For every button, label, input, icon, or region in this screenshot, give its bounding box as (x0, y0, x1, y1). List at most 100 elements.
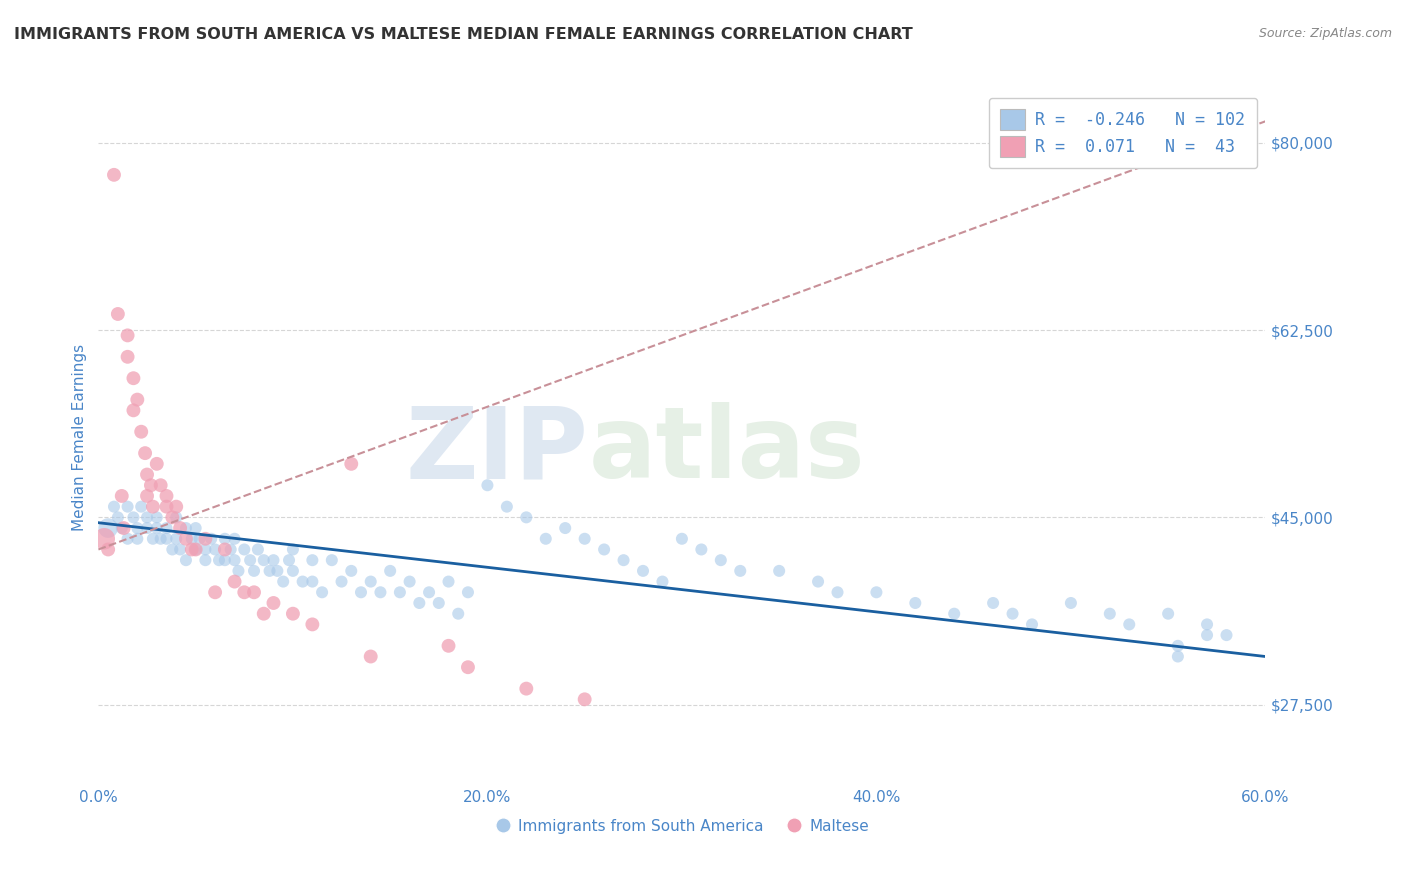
Text: IMMIGRANTS FROM SOUTH AMERICA VS MALTESE MEDIAN FEMALE EARNINGS CORRELATION CHAR: IMMIGRANTS FROM SOUTH AMERICA VS MALTESE… (14, 27, 912, 42)
Point (184, 542, 207, 557)
Point (437, 639, 460, 653)
Point (165, 532, 187, 546)
Point (107, 307, 129, 321)
Point (418, 585, 440, 599)
Point (149, 532, 172, 546)
Point (169, 542, 191, 557)
Point (515, 510, 537, 524)
Point (350, 585, 373, 599)
Point (437, 574, 460, 589)
Point (291, 574, 314, 589)
Legend: Immigrants from South America, Maltese: Immigrants from South America, Maltese (489, 813, 875, 840)
Point (477, 478, 499, 492)
Point (155, 500, 177, 514)
Point (262, 553, 284, 567)
Point (904, 596, 927, 610)
Point (188, 532, 211, 546)
Point (321, 553, 343, 567)
Point (224, 532, 246, 546)
Point (574, 692, 596, 706)
Point (408, 596, 430, 610)
Point (174, 521, 197, 535)
Point (1195, 617, 1218, 632)
Point (253, 553, 276, 567)
Point (278, 553, 301, 567)
Point (311, 585, 333, 599)
Point (266, 564, 288, 578)
Point (194, 532, 217, 546)
Point (259, 564, 281, 578)
Point (631, 564, 654, 578)
Point (1167, 639, 1189, 653)
Point (127, 392, 149, 407)
Point (1001, 607, 1024, 621)
Point (239, 553, 262, 567)
Point (122, 403, 145, 417)
Point (228, 564, 250, 578)
Point (111, 489, 134, 503)
Point (103, 500, 125, 514)
Point (534, 532, 557, 546)
Point (281, 607, 304, 621)
Point (214, 542, 236, 557)
Point (1060, 596, 1083, 610)
Point (122, 371, 145, 385)
Point (214, 553, 236, 567)
Point (97, 521, 120, 535)
Point (224, 574, 246, 589)
Point (281, 542, 304, 557)
Point (301, 617, 323, 632)
Point (1195, 628, 1218, 642)
Point (730, 564, 752, 578)
Point (262, 596, 284, 610)
Point (127, 521, 149, 535)
Point (1098, 607, 1121, 621)
Point (117, 328, 139, 343)
Point (174, 553, 197, 567)
Point (1215, 628, 1237, 642)
Text: ZIP: ZIP (406, 402, 589, 500)
Point (149, 478, 172, 492)
Point (122, 510, 145, 524)
Point (146, 457, 169, 471)
Point (93, 532, 115, 546)
Point (246, 542, 269, 557)
Point (340, 457, 363, 471)
Point (117, 350, 139, 364)
Point (162, 542, 184, 557)
Point (204, 585, 226, 599)
Point (1118, 617, 1140, 632)
Point (301, 553, 323, 567)
Point (134, 446, 156, 460)
Point (593, 542, 616, 557)
Point (457, 585, 479, 599)
Point (200, 532, 222, 546)
Text: atlas: atlas (589, 402, 865, 500)
Point (136, 489, 159, 503)
Point (103, 168, 125, 182)
Point (457, 660, 479, 674)
Point (427, 596, 450, 610)
Point (360, 649, 382, 664)
Point (165, 500, 187, 514)
Point (340, 564, 363, 578)
Point (380, 564, 402, 578)
Point (1021, 617, 1043, 632)
Point (710, 553, 733, 567)
Point (146, 521, 169, 535)
Point (142, 532, 165, 546)
Point (554, 521, 576, 535)
Point (301, 574, 323, 589)
Point (136, 510, 159, 524)
Point (214, 532, 236, 546)
Point (184, 521, 207, 535)
Point (1157, 607, 1180, 621)
Point (671, 532, 693, 546)
Point (146, 510, 169, 524)
Point (233, 585, 256, 599)
Point (981, 596, 1004, 610)
Point (281, 564, 304, 578)
Point (169, 521, 191, 535)
Point (827, 585, 849, 599)
Point (330, 574, 353, 589)
